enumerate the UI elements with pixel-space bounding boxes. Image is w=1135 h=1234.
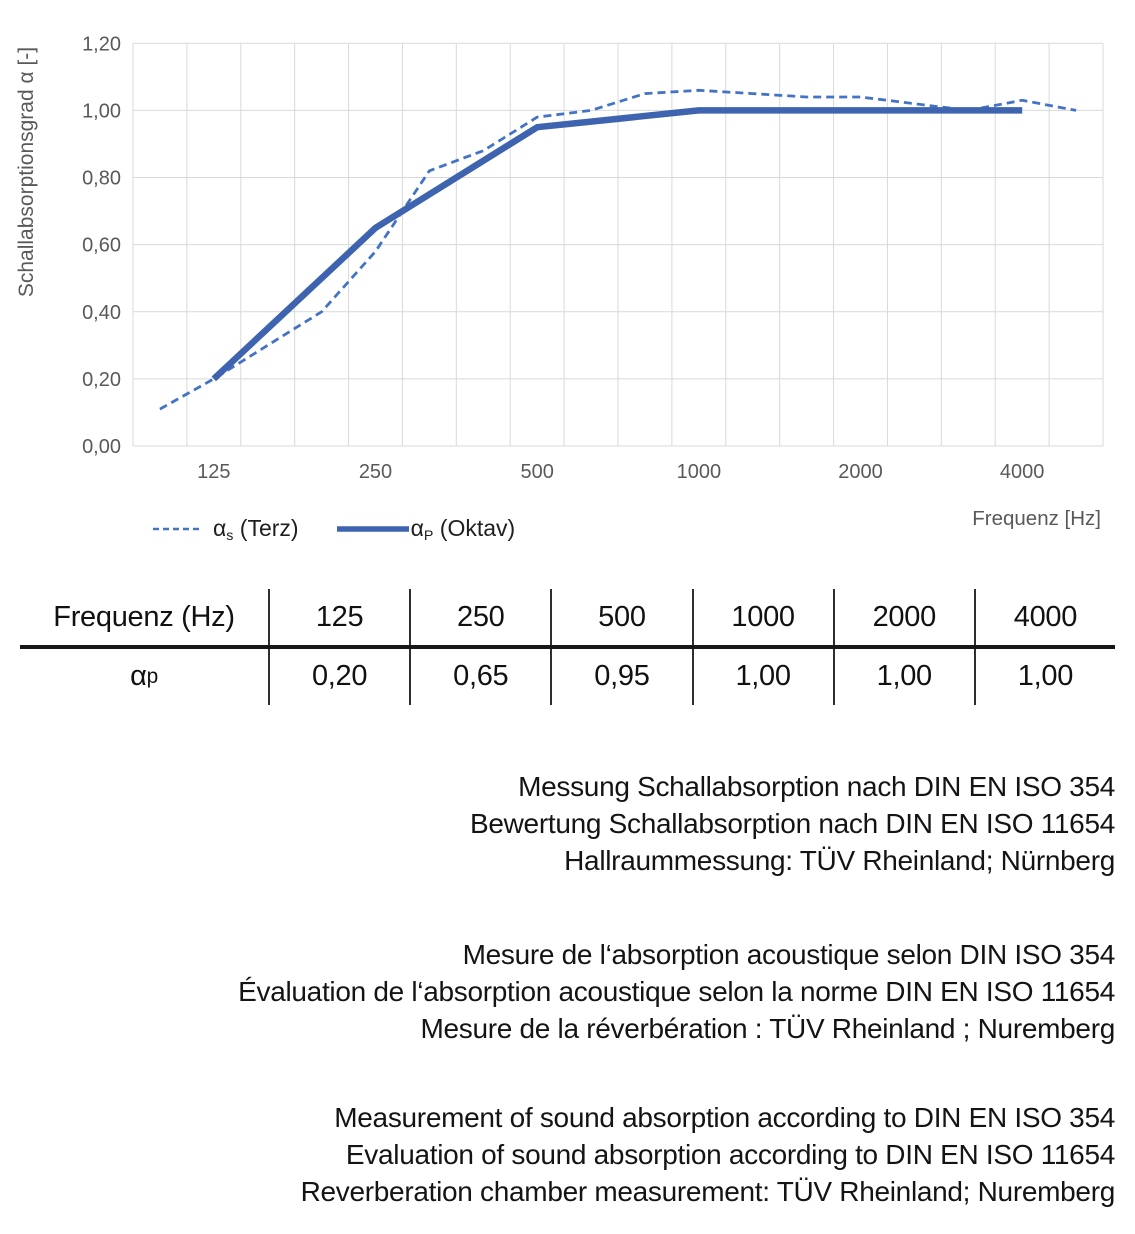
legend-oktav-alpha: α — [410, 514, 424, 541]
note-line: Mesure de la réverbération : TÜV Rheinla… — [420, 1013, 1115, 1044]
notes-english: Measurement of sound absorption accordin… — [300, 1099, 1116, 1210]
oktav-series-line — [211, 107, 1023, 382]
x-tick-label: 1000 — [677, 461, 722, 483]
y-axis-title: Schallabsorptionsgrad α [-] — [15, 46, 38, 298]
note-line: Hallraummessung: TÜV Rheinland; Nürnberg — [564, 845, 1115, 876]
y-tick-label: 0,60 — [82, 235, 121, 257]
notes-french: Mesure de l‘absorption acoustique selon … — [238, 936, 1115, 1047]
legend-terz-alpha: α — [213, 514, 227, 541]
table-value-cell: 1,00 — [832, 648, 974, 705]
note-line: Évaluation de l‘absorption acoustique se… — [238, 976, 1115, 1007]
oktav-line-symbol — [336, 526, 409, 532]
legend-label-oktav: αP (Oktav) — [411, 515, 516, 544]
absorption-chart-svg: 0,00 0,20 0,40 0,60 0,80 1,00 1,20 125 250 500 100… — [82, 33, 1104, 483]
table-value-cell: 1,00 — [973, 648, 1115, 705]
terz-line-symbol — [153, 527, 203, 531]
note-line: Evaluation of sound absorption according… — [345, 1139, 1115, 1170]
x-tick-label: 250 — [359, 461, 392, 483]
table-value-cell: 0,95 — [550, 648, 691, 705]
x-axis-title: Frequenz [Hz] — [972, 507, 1101, 530]
table-divider — [20, 645, 1115, 649]
x-tick-label: 4000 — [1000, 461, 1045, 483]
legend-oktav-rest: (Oktav) — [433, 514, 516, 541]
note-line: Reverberation chamber measurement: TÜV R… — [300, 1176, 1116, 1207]
x-tick-label: 500 — [520, 461, 553, 483]
y-tick-label: 0,20 — [82, 369, 121, 391]
legend-terz-rest: (Terz) — [233, 514, 299, 541]
table-header-cell: 1000 — [691, 589, 833, 645]
legend-label-terz: αs (Terz) — [213, 515, 299, 544]
table-header-row: Frequenz (Hz) 125 250 500 1000 2000 4000 — [20, 589, 1115, 645]
table-header-cell: 4000 — [973, 589, 1115, 645]
table-header-cell: 125 — [268, 589, 409, 645]
note-line: Messung Schallabsorption nach DIN EN ISO… — [518, 771, 1115, 802]
y-tick-label: 0,00 — [82, 436, 121, 458]
chart-legend: αs (Terz) αP (Oktav) — [152, 514, 515, 544]
alpha-subscript: p — [146, 664, 159, 688]
legend-terz-sub: s — [226, 527, 234, 544]
y-tick-label: 1,00 — [82, 100, 121, 122]
table-header-cell: 2000 — [832, 589, 974, 645]
terz-series-line — [159, 88, 1077, 411]
y-tick-label: 0,80 — [82, 168, 121, 190]
notes-german: Messung Schallabsorption nach DIN EN ISO… — [470, 768, 1115, 879]
x-tick-label: 125 — [197, 461, 230, 483]
legend-oktav-sub: P — [423, 527, 434, 544]
absorption-table: Frequenz (Hz) 125 250 500 1000 2000 4000… — [20, 589, 1115, 705]
table-value-cell: 0,65 — [409, 648, 550, 705]
table-header-frequency: Frequenz (Hz) — [53, 600, 235, 633]
table-value-cell: 0,20 — [268, 648, 409, 705]
x-tick-label: 2000 — [838, 461, 883, 483]
alpha-symbol: α — [130, 660, 147, 692]
note-line: Mesure de l‘absorption acoustique selon … — [462, 939, 1116, 970]
chart: 0,00 0,20 0,40 0,60 0,80 1,00 1,20 125 250 500 100… — [0, 0, 1135, 575]
y-tick-label: 0,40 — [82, 302, 121, 324]
table-header-cell: 250 — [409, 589, 550, 645]
y-tick-label: 1,20 — [82, 33, 121, 55]
note-line: Measurement of sound absorption accordin… — [334, 1102, 1115, 1133]
note-line: Bewertung Schallabsorption nach DIN EN I… — [469, 808, 1115, 839]
table-header-cell: 500 — [550, 589, 691, 645]
table-value-cell: 1,00 — [691, 648, 833, 705]
